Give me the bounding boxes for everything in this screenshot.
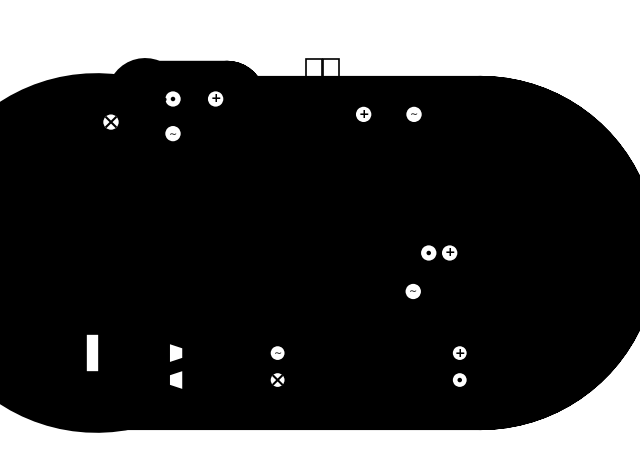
Text: Residual Branch: Residual Branch xyxy=(237,173,321,183)
Text: Sigmoid/Softmax Activation: Sigmoid/Softmax Activation xyxy=(288,348,422,358)
Circle shape xyxy=(406,106,422,123)
Circle shape xyxy=(420,244,437,261)
Circle shape xyxy=(164,91,182,108)
Text: Residual Unit: Residual Unit xyxy=(102,361,166,371)
Text: ∼: ∼ xyxy=(410,110,418,119)
Bar xyxy=(307,59,322,86)
Bar xyxy=(339,97,355,132)
Bar xyxy=(307,92,322,137)
Circle shape xyxy=(404,283,422,300)
Bar xyxy=(86,334,99,372)
Bar xyxy=(218,190,234,232)
Text: +: + xyxy=(454,346,465,360)
Text: (b): (b) xyxy=(330,169,351,183)
Text: 7*7: 7*7 xyxy=(306,137,322,146)
Text: 28*28: 28*28 xyxy=(428,120,454,129)
Circle shape xyxy=(172,97,175,101)
Polygon shape xyxy=(291,103,305,126)
Bar xyxy=(274,97,289,132)
Bar xyxy=(389,97,404,132)
Polygon shape xyxy=(169,370,183,390)
Bar xyxy=(123,66,237,131)
Text: +: + xyxy=(211,93,221,105)
Circle shape xyxy=(458,379,461,381)
Polygon shape xyxy=(169,343,183,363)
Text: Element-wise Multiply: Element-wise Multiply xyxy=(470,375,578,385)
Polygon shape xyxy=(157,270,212,312)
Circle shape xyxy=(102,114,120,131)
Text: ∼: ∼ xyxy=(409,287,417,296)
Circle shape xyxy=(270,372,285,388)
Polygon shape xyxy=(374,95,388,134)
Bar xyxy=(323,59,339,86)
Text: 14*14: 14*14 xyxy=(268,137,295,146)
Bar xyxy=(198,186,413,236)
Polygon shape xyxy=(323,103,337,126)
Text: Convolution: Convolution xyxy=(288,375,346,385)
Text: Element-wise Sum: Element-wise Sum xyxy=(470,348,561,358)
Bar xyxy=(462,230,477,276)
Text: Max Pooling: Max Pooling xyxy=(186,348,245,358)
Text: +: + xyxy=(358,108,369,121)
Circle shape xyxy=(428,252,430,254)
Circle shape xyxy=(207,91,224,108)
Polygon shape xyxy=(221,270,275,312)
Circle shape xyxy=(452,372,467,388)
Circle shape xyxy=(270,346,285,361)
Bar xyxy=(99,230,115,276)
Text: (c): (c) xyxy=(476,277,495,290)
Text: Interpolation: Interpolation xyxy=(186,375,249,385)
Text: ∼: ∼ xyxy=(169,129,177,139)
Circle shape xyxy=(452,346,467,361)
Bar xyxy=(200,190,216,232)
Text: (a): (a) xyxy=(152,167,172,180)
Circle shape xyxy=(164,125,182,142)
Text: Fig. 3    A base attention module and a CLAN module: (a) A base attentio...: Fig. 3 A base attention module and a CLA… xyxy=(159,408,497,417)
Text: 28*28: 28*28 xyxy=(239,120,266,129)
Polygon shape xyxy=(259,95,272,134)
Text: 14*14: 14*14 xyxy=(333,137,360,146)
Text: Mask Branch: Mask Branch xyxy=(279,307,346,317)
Text: +: + xyxy=(444,246,455,260)
Bar xyxy=(212,270,221,284)
Bar xyxy=(212,285,221,298)
Circle shape xyxy=(355,106,372,123)
Text: ∼: ∼ xyxy=(273,348,282,358)
Circle shape xyxy=(441,244,458,261)
